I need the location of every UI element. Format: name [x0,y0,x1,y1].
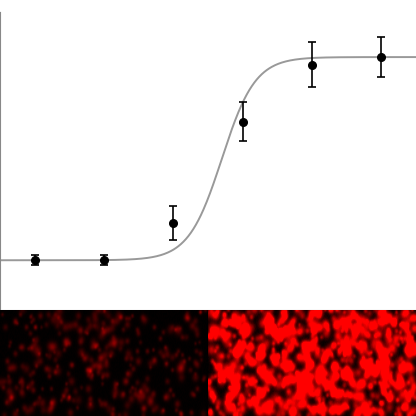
X-axis label: Log [Oxotremorine] M: Log [Oxotremorine] M [121,339,295,353]
